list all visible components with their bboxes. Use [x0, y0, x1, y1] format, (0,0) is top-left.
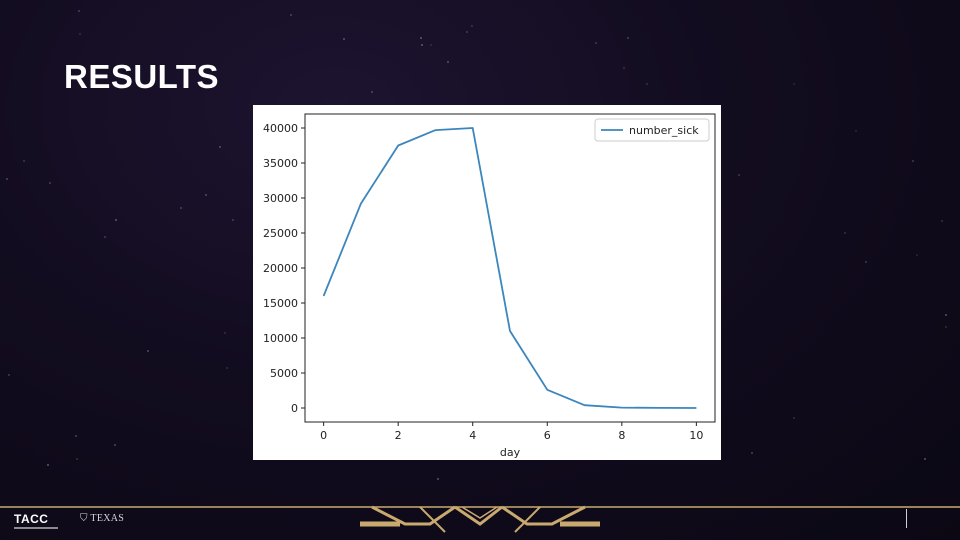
star: [751, 452, 753, 454]
y-tick-label: 10000: [263, 332, 298, 345]
star: [147, 350, 149, 352]
x-tick-label: 2: [395, 429, 402, 442]
page-number-marker: [906, 509, 907, 528]
star: [420, 37, 422, 39]
star: [471, 25, 473, 27]
star: [114, 444, 116, 446]
art-deco-ornament: [360, 505, 600, 533]
y-tick-label: 35000: [263, 157, 298, 170]
star: [430, 44, 432, 46]
star: [924, 458, 926, 460]
star: [49, 182, 51, 184]
star: [290, 14, 292, 16]
star: [437, 478, 439, 480]
star: [78, 10, 80, 12]
y-tick-label: 20000: [263, 262, 298, 275]
star: [23, 160, 25, 162]
chart-card: 0 5000 10000 15000 20000 25000 30000 35000 40000…: [253, 105, 721, 460]
texas-logo-text: TEXAS: [90, 513, 125, 524]
star: [205, 194, 207, 196]
star: [646, 83, 648, 85]
star: [941, 220, 943, 222]
legend-box: [594, 118, 710, 142]
star: [738, 174, 740, 176]
footer-decoration: [0, 505, 960, 533]
x-tick-label: 0: [320, 429, 327, 442]
star: [595, 42, 597, 44]
y-tick-label: 0: [291, 402, 298, 415]
star: [421, 44, 423, 46]
star: [912, 160, 914, 162]
y-tick-label: 30000: [263, 192, 298, 205]
star: [226, 367, 228, 369]
x-tick-label: 4: [469, 429, 476, 442]
star: [130, 81, 132, 83]
star: [115, 219, 117, 221]
y-tick-label: 5000: [270, 367, 298, 380]
star: [466, 31, 468, 33]
star: [343, 38, 345, 40]
star: [104, 236, 106, 238]
star: [945, 326, 947, 328]
star: [6, 178, 8, 180]
star: [224, 332, 226, 334]
slide-title: RESULTS: [64, 58, 220, 95]
star: [76, 458, 78, 460]
y-tick-label: 15000: [263, 297, 298, 310]
star: [945, 314, 947, 316]
star: [447, 61, 449, 63]
x-axis-label: day: [500, 446, 521, 459]
star: [79, 33, 81, 35]
y-tick-label: 25000: [263, 227, 298, 240]
y-tick-label: 40000: [263, 122, 298, 135]
tacc-logo-underline: [14, 527, 58, 529]
star: [855, 130, 857, 132]
star: [219, 146, 221, 148]
star: [232, 219, 234, 221]
star: [8, 374, 10, 376]
star: [47, 464, 49, 466]
star: [844, 232, 846, 234]
star: [180, 207, 182, 209]
tacc-logo: TACC: [14, 512, 49, 526]
star: [627, 37, 629, 39]
x-tick-label: 10: [689, 429, 703, 442]
star: [793, 417, 795, 419]
plot-frame: [304, 113, 716, 423]
texas-logo: ⛉ TEXAS: [80, 513, 125, 524]
star: [916, 254, 918, 256]
star: [75, 435, 77, 437]
legend-label: number_sick: [629, 124, 699, 137]
x-tick-label: 6: [544, 429, 551, 442]
x-tick-label: 8: [618, 429, 625, 442]
star: [623, 67, 625, 69]
series-line-number_sick: [322, 127, 697, 409]
star: [865, 261, 867, 263]
star: [371, 91, 373, 93]
line-chart: 0 5000 10000 15000 20000 25000 30000 35000 40000…: [263, 113, 716, 459]
star: [793, 83, 795, 85]
